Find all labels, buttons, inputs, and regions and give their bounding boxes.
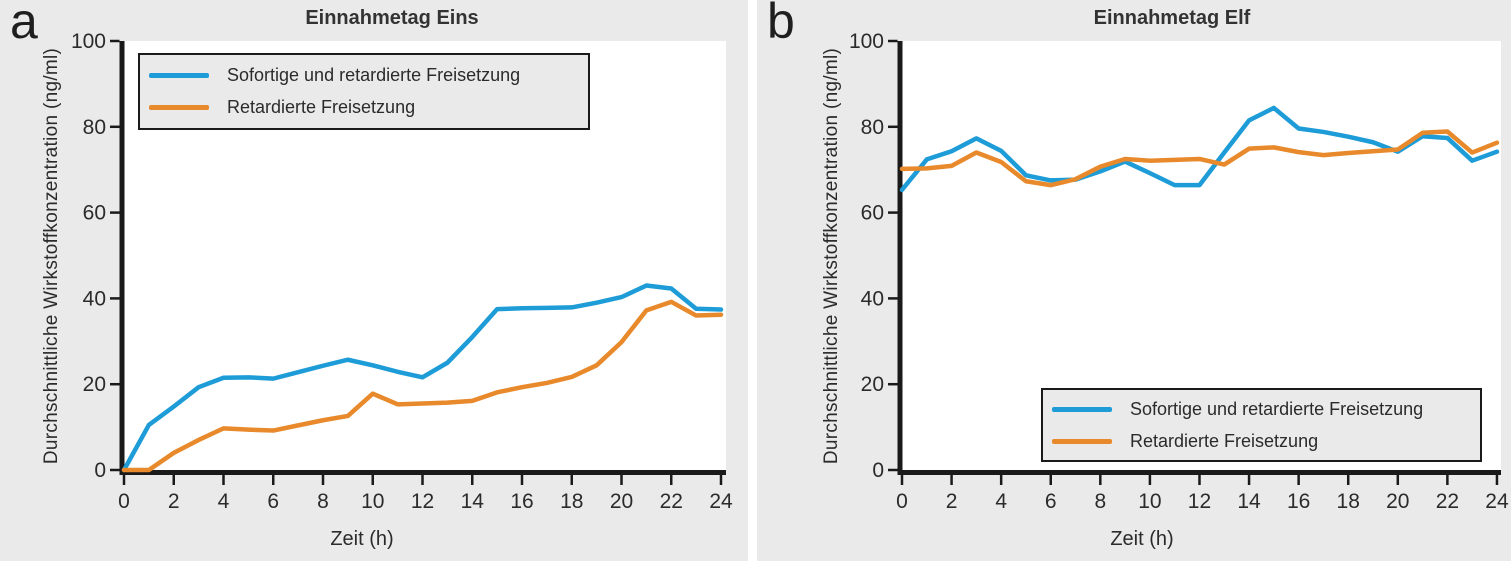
svg-text:6: 6 (267, 490, 279, 513)
svg-text:16: 16 (510, 490, 533, 513)
chart-b-y-axis-label: Durchschnittliche Wirkstoffkonzentration… (821, 47, 842, 465)
svg-text:10: 10 (361, 490, 384, 513)
svg-text:14: 14 (461, 490, 485, 513)
svg-text:0: 0 (94, 459, 106, 482)
blue-line-swatch-icon (1052, 406, 1112, 412)
chart-b-title: Einnahmetag Elf (1093, 7, 1251, 29)
svg-text:22: 22 (1436, 490, 1459, 513)
legend-label: Retardierte Freisetzung (1130, 430, 1319, 451)
orange-line-swatch-icon (1052, 438, 1112, 444)
svg-text:8: 8 (317, 490, 329, 513)
svg-text:80: 80 (861, 116, 884, 139)
svg-text:40: 40 (861, 287, 884, 310)
svg-text:24: 24 (1485, 490, 1509, 513)
svg-text:40: 40 (83, 287, 106, 310)
svg-text:18: 18 (560, 490, 583, 513)
chart-a-title: Einnahmetag Eins (305, 7, 479, 29)
svg-text:80: 80 (83, 116, 106, 139)
svg-text:20: 20 (610, 490, 633, 513)
svg-text:2: 2 (946, 490, 958, 513)
svg-text:12: 12 (1188, 490, 1211, 513)
svg-text:60: 60 (83, 202, 106, 225)
legend-item: Sofortige und retardierte Freisetzung (1052, 399, 1480, 420)
chart-b-legend: Sofortige und retardierte Freisetzung Re… (1041, 388, 1482, 462)
legend-item: Retardierte Freisetzung (149, 97, 588, 118)
legend-label: Retardierte Freisetzung (227, 97, 416, 117)
svg-text:4: 4 (218, 490, 230, 513)
svg-text:0: 0 (872, 459, 884, 482)
svg-text:18: 18 (1337, 490, 1360, 513)
chart-a-legend: Sofortige und retardierte Freisetzung Re… (138, 53, 590, 130)
legend-label: Sofortige und retardierte Freisetzung (227, 65, 521, 85)
svg-text:22: 22 (660, 490, 683, 513)
svg-text:6: 6 (1045, 490, 1057, 513)
svg-text:10: 10 (1138, 490, 1161, 513)
svg-text:16: 16 (1287, 490, 1310, 513)
svg-text:8: 8 (1094, 490, 1106, 513)
chart-b-x-axis-label: Zeit (h) (1110, 528, 1174, 550)
svg-text:14: 14 (1237, 490, 1261, 513)
svg-text:24: 24 (709, 490, 733, 513)
panel-b: 0 20 40 60 80 100 0 2 4 6 8 10 12 14 16 18 20 22 24 b Einn… (757, 0, 1511, 561)
svg-text:0: 0 (896, 490, 908, 513)
legend-item: Retardierte Freisetzung (1052, 431, 1480, 452)
legend-label: Sofortige und retardierte Freisetzung (1130, 398, 1424, 419)
panel-letter-a: a (10, 0, 38, 49)
svg-text:12: 12 (411, 490, 434, 513)
orange-line-swatch-icon (149, 105, 209, 110)
svg-text:2: 2 (168, 490, 180, 513)
blue-line-swatch-icon (149, 73, 209, 78)
svg-text:4: 4 (995, 490, 1007, 513)
chart-a-x-axis-label: Zeit (h) (330, 528, 394, 550)
panel-a: 0 20 40 60 80 100 0 2 4 6 8 10 12 14 16 18 20 22 24 a Einn… (0, 0, 748, 561)
svg-text:100: 100 (71, 30, 106, 53)
chart-a-y-axis-label: Durchschnittliche Wirkstoffkonzentration… (41, 47, 62, 465)
svg-text:100: 100 (849, 30, 884, 53)
svg-text:20: 20 (83, 373, 106, 396)
legend-item: Sofortige und retardierte Freisetzung (149, 65, 588, 86)
svg-text:20: 20 (1386, 490, 1409, 513)
svg-text:20: 20 (861, 373, 884, 396)
svg-text:60: 60 (861, 202, 884, 225)
svg-text:0: 0 (118, 490, 130, 513)
panel-letter-b: b (767, 0, 795, 49)
